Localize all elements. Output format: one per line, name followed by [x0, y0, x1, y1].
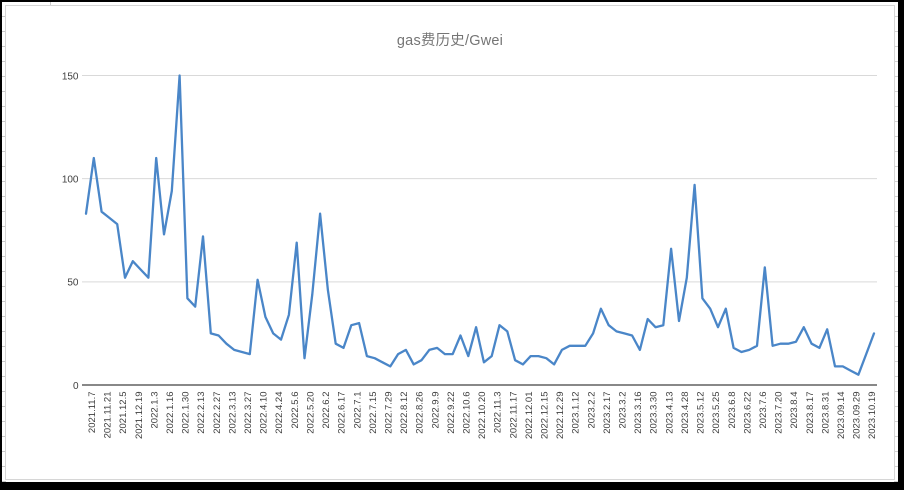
- x-axis-label: 2022.10.6: [461, 392, 472, 434]
- x-axis-label: 2022.5.6: [290, 392, 301, 429]
- x-axis-label: 2022.8.12: [399, 392, 410, 434]
- x-axis-label: 2022.2.27: [212, 392, 223, 434]
- x-axis-label: 2023.4.28: [680, 392, 691, 434]
- x-axis-label: 2022.1.3: [149, 392, 160, 429]
- x-axis-label: 2022.6.17: [337, 392, 348, 434]
- x-axis-label: 2022.1.16: [165, 392, 176, 434]
- y-tick-label: 150: [62, 71, 79, 82]
- x-axis-label: 2022.11.3: [493, 391, 504, 433]
- x-axis-label: 2022.11.17: [508, 392, 519, 439]
- x-axis-label: 2022.12.15: [540, 392, 551, 440]
- chart-title: gas费历史/Gwei: [396, 33, 504, 49]
- x-axis-label: 2022.10.20: [477, 391, 488, 439]
- x-axis-label: 2023.5.12: [696, 392, 707, 434]
- x-axis-label: 2023.3.2: [618, 392, 629, 429]
- x-axis-label: 2023.6.22: [742, 392, 753, 434]
- x-axis-label: 2023.5.25: [711, 392, 722, 434]
- x-axis-label: 2022.3.13: [227, 392, 238, 434]
- x-axis-label: 2023.7.6: [758, 392, 769, 429]
- x-axis-label: 2023.3.30: [649, 392, 660, 434]
- x-axis-label: 2022.12.01: [524, 392, 535, 440]
- sheet-grid-stubs-left: [2, 2, 6, 482]
- x-axis-label: 2023.4.13: [664, 392, 675, 434]
- x-axis-label: 2022.9.22: [446, 392, 457, 434]
- x-axis-label: 2023.3.16: [633, 392, 644, 434]
- x-axis-label: 2022.4.24: [274, 392, 285, 434]
- x-axis-label: 2023.6.8: [727, 392, 738, 429]
- data-series-line: [84, 74, 876, 376]
- sheet-grid-stub-top: [50, 2, 51, 6]
- y-tick-label: 100: [62, 174, 79, 185]
- x-axis-label: 2023.8.31: [820, 392, 831, 434]
- x-axis-label: 2022.2.13: [196, 392, 207, 434]
- x-axis-label: 2021.11.21: [103, 392, 114, 439]
- x-axis-label: 2023.8.17: [805, 392, 816, 434]
- x-axis-label: 2023.2.2: [586, 392, 597, 429]
- x-axis-label: 2021.11.7: [87, 392, 98, 434]
- panel-border: [5, 5, 895, 480]
- sheet-grid-stubs-right: [894, 2, 898, 482]
- x-axis-label: 2022.12.29: [555, 392, 566, 440]
- x-axis-label: 2023.09.29: [852, 392, 863, 440]
- x-axis-label: 2023.7.20: [774, 392, 785, 434]
- x-axis-label: 2022.7.29: [383, 392, 394, 434]
- x-axis-label: 2021.12.5: [118, 392, 129, 434]
- x-axis-label: 2022.9.9: [430, 392, 441, 429]
- x-axis-label: 2021.12.19: [134, 392, 145, 440]
- x-axis-label: 2022.7.1: [352, 392, 363, 429]
- x-axis-label: 2022.3.27: [243, 392, 254, 434]
- x-axis-label: 2023.10.19: [867, 392, 878, 440]
- x-axis-label: 2022.8.26: [415, 392, 426, 434]
- x-axis-label: 2022.5.20: [305, 392, 316, 434]
- x-axis-label: 2022.6.2: [321, 392, 332, 429]
- x-axis-label: 2023.8.4: [789, 392, 800, 429]
- y-tick-label: 50: [67, 278, 79, 289]
- x-axis-label: 2022.7.15: [368, 392, 379, 434]
- x-axis-label: 2022.1.30: [181, 392, 192, 434]
- x-axis-label: 2022.4.10: [259, 392, 270, 434]
- x-axis-label: 2023.2.17: [602, 392, 613, 434]
- y-tick-label: 0: [73, 381, 79, 392]
- x-axis-label: 2023.09.14: [836, 392, 847, 440]
- x-axis-label: 2023.1.12: [571, 392, 582, 434]
